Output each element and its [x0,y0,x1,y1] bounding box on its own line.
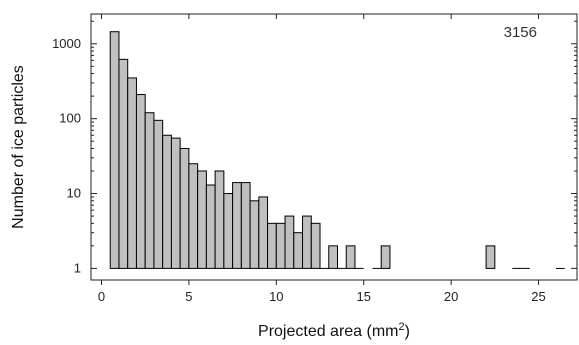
x-axis-label: Projected area (mm2) [258,321,410,340]
x-axis-ticks: 0 5 10 15 20 25 [98,14,546,304]
histogram-bar [144,112,155,269]
y-tick-label: 1 [74,260,81,275]
y-tick-label: 1000 [52,36,81,51]
x-tick-label: 0 [98,289,105,304]
histogram-bar [170,137,181,269]
histogram-bar [205,184,216,269]
histogram-bar [267,222,277,269]
histogram-bar [197,170,207,269]
x-axis-label-superscript: 2 [399,321,405,333]
histogram-bar [162,134,172,269]
x-tick-label: 20 [444,289,458,304]
x-tick-label: 10 [269,289,283,304]
x-axis-label-main: Projected area (mm [258,323,399,340]
y-tick-label: 100 [59,111,81,126]
x-tick-label: 25 [531,289,545,304]
histogram-bar [293,232,304,269]
histogram-bar [240,182,251,269]
y-axis-ticks: 1 10 100 1000 [52,20,577,275]
bars-group [109,31,565,269]
histogram-bar [284,215,295,269]
x-tick-label: 5 [185,289,192,304]
histogram-bar [135,94,146,269]
histogram-bar [214,170,225,269]
histogram-bar [153,119,164,269]
y-axis-label: Number of ice particles [10,65,27,229]
histogram-bar [258,196,269,269]
sample-annotation: 3156 [504,24,537,41]
histogram-bar [249,200,260,269]
histogram-bar [275,222,286,269]
histogram-bar [345,245,356,269]
histogram-bar [310,222,321,269]
histogram-bar [118,58,129,269]
histogram-bar [302,215,312,269]
x-axis-label-tail: ) [405,323,410,340]
plot-frame [90,13,578,281]
histogram-bar [485,245,496,269]
x-tick-label: 15 [356,289,370,304]
histogram-bar [179,147,190,269]
histogram-bar [328,245,339,269]
histogram-bar [232,182,242,269]
histogram-bar [380,245,391,269]
histogram-bar [127,77,137,269]
histogram-bar [109,31,120,269]
y-tick-label: 10 [67,186,81,201]
histogram-bar [188,163,199,269]
histogram-bar [223,193,234,269]
